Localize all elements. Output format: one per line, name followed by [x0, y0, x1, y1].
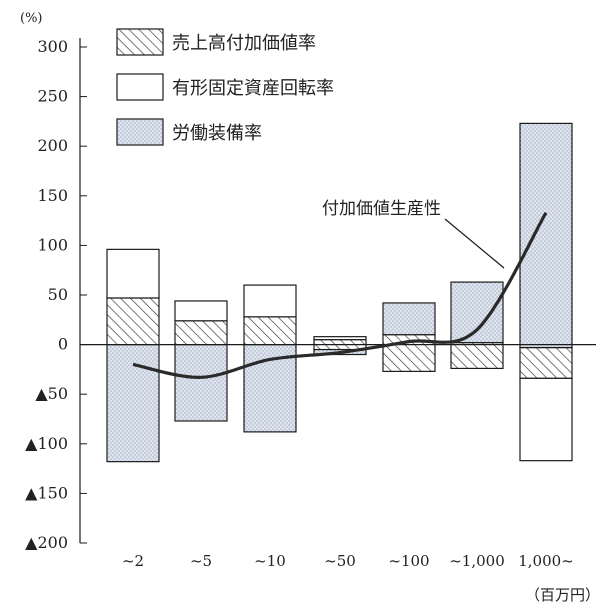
legend-label: 労働装備率 [172, 123, 262, 144]
x-tick-label: ~50 [324, 552, 356, 570]
x-tick-label: ~1,000 [449, 552, 505, 570]
legend-label: 売上高付加価値率 [172, 33, 316, 54]
productivity-line-path [132, 211, 548, 379]
line-annotation-label: 付加価値生産性 [322, 199, 441, 219]
bar-segment-white [174, 300, 228, 322]
y-tick-label: 150 [37, 186, 68, 205]
y-tick-label: 300 [37, 37, 68, 56]
annotation-leader [444, 218, 505, 269]
bar-segment-dots [106, 344, 160, 463]
y-tick-label: ▲100 [25, 434, 68, 453]
y-tick-label: ▲50 [35, 384, 68, 403]
y-tick-label: 0 [58, 335, 68, 354]
x-tick-label: ~2 [122, 552, 144, 570]
bar-segment-hatch [174, 320, 228, 346]
bar-segment-white [243, 284, 297, 318]
y-tick-label: 250 [37, 87, 68, 106]
y-unit-label: (%) [20, 11, 43, 26]
legend-swatch [116, 73, 164, 101]
x-tick-label: ~100 [388, 552, 429, 570]
bar-segment-hatch [519, 346, 573, 379]
x-tick-label: ~10 [254, 552, 286, 570]
value-added-productivity-line: 付加価値生産性 [132, 199, 548, 379]
y-tick-label: 100 [37, 235, 68, 254]
y-tick-label: 50 [48, 285, 68, 304]
bar-segment-dots [450, 281, 504, 344]
x-tick-label: ~5 [190, 552, 212, 570]
bar-segment-hatch [450, 342, 504, 370]
y-axis: 300 250 200 150 100 50 0 ▲50 ▲100 ▲150 ▲200 [25, 37, 87, 552]
legend-swatch [116, 28, 164, 56]
x-tick-label: 1,000~ [518, 552, 574, 570]
bar-segment-hatch [106, 297, 160, 346]
bar-segment-hatch [243, 316, 297, 346]
bar-segment-white [519, 377, 573, 462]
legend-swatch [116, 118, 164, 146]
bar-segment-dots [519, 122, 573, 349]
x-unit-label: （百万円） [525, 586, 600, 604]
bar-segment-dots [174, 344, 228, 422]
bar-segment-white [106, 248, 160, 299]
y-tick-label: ▲150 [25, 483, 68, 502]
bars [80, 122, 596, 463]
legend-label: 有形固定資産回転率 [172, 78, 334, 99]
y-tick-label: 200 [37, 136, 68, 155]
x-axis: ~2 ~5 ~10 ~50 ~100 ~1,000 1,000~ [122, 552, 574, 570]
bar-segment-dots [382, 302, 436, 336]
bar-segment-white [313, 336, 367, 341]
y-tick-label: ▲200 [25, 533, 68, 552]
